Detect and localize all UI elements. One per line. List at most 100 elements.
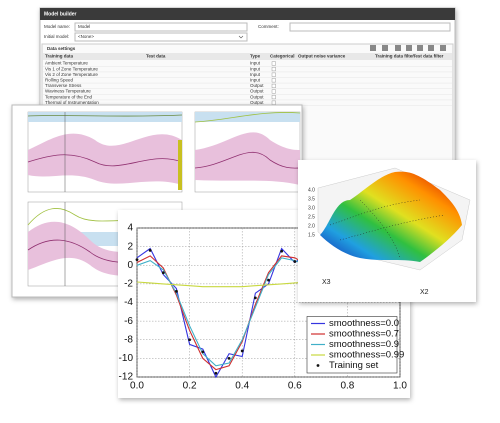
z-tick-label: 3.5	[308, 196, 315, 202]
y-tick-label: -6	[124, 316, 133, 327]
tool-button[interactable]	[440, 45, 446, 51]
curve	[194, 112, 301, 123]
row-type: Input	[250, 66, 261, 71]
training-point	[280, 249, 284, 253]
training-point	[214, 371, 218, 375]
y-tick-label: -10	[119, 353, 134, 364]
initial-model-select[interactable]	[74, 32, 248, 42]
row-type: Output	[250, 89, 264, 94]
checkbox[interactable]	[271, 89, 276, 94]
training-point	[188, 338, 192, 342]
tool-button[interactable]	[417, 45, 423, 51]
table-header	[43, 53, 452, 60]
bar	[178, 140, 182, 190]
tool-button[interactable]	[395, 45, 401, 51]
legend-label: Training set	[329, 360, 379, 371]
row-name: Ambient Temperature	[45, 61, 88, 66]
legend-label: smoothness=0.0	[329, 318, 399, 329]
training-point	[253, 296, 257, 300]
training-point	[240, 349, 244, 353]
model-name-input[interactable]	[74, 22, 248, 32]
x-tick-label: 0.0	[130, 381, 144, 392]
title-bar	[40, 8, 455, 20]
label: Initial model:	[44, 34, 69, 39]
x-tick-label: 0.2	[183, 381, 197, 392]
column-header: Test data	[146, 54, 166, 59]
row-type: Input	[250, 77, 261, 82]
confidence-band	[195, 132, 300, 185]
y-tick-label: -2	[124, 279, 133, 290]
training-point	[135, 258, 139, 262]
row-name: Vis 1 of Zone Temperature	[45, 66, 98, 71]
tool-button[interactable]	[428, 45, 434, 51]
row-name: Transverse Stress	[45, 83, 82, 88]
input-value: Model	[78, 24, 90, 29]
x-tick-label: 1.0	[393, 381, 407, 392]
row-type: Output	[250, 100, 264, 105]
z-tick-label: 4.0	[308, 187, 315, 193]
training-point	[175, 289, 178, 293]
tool-button[interactable]	[370, 45, 376, 51]
x-tick-label: 0.6	[288, 381, 302, 392]
row-type: Input	[250, 61, 261, 66]
training-point	[227, 356, 231, 360]
legend-marker	[316, 364, 320, 367]
window-title: Model builder	[44, 11, 77, 17]
surface	[320, 171, 462, 262]
band	[195, 112, 300, 122]
tool-button[interactable]	[406, 45, 412, 51]
tool-button[interactable]	[382, 45, 388, 51]
training-point	[293, 260, 297, 263]
chart: 4 2 0 -2 -4 -6 -8 -10 -120.0 0.2 0.4 0.6 0.8 1.0 smoot…	[119, 223, 408, 392]
row-name: Vis 2 of Zone Temperature	[45, 72, 98, 77]
comment-input[interactable]	[289, 22, 451, 32]
data-table: Training data Test data Type Categorical Out…	[43, 53, 452, 106]
axis-label: X2	[420, 289, 429, 296]
select-value: <None>	[78, 34, 94, 39]
y-tick-label: 4	[127, 223, 133, 234]
checkbox[interactable]	[271, 61, 276, 66]
y-tick-label: -12	[119, 372, 134, 383]
training-point	[267, 278, 270, 282]
training-point	[148, 248, 152, 252]
toolbar	[370, 45, 446, 51]
row-type: Input	[250, 72, 261, 77]
z-tick-label: 3.0	[308, 205, 315, 211]
surface-points	[329, 199, 446, 259]
row-type: Output	[250, 83, 264, 88]
y-tick-label: -4	[124, 297, 133, 308]
row-name: Thermal of Instrumentation	[45, 100, 99, 105]
surface-labels: 4.0 3.5 3.0 2.5 2.0 1.5 X3 X2	[308, 187, 429, 296]
confidence-band	[28, 133, 182, 185]
checkbox[interactable]	[271, 72, 276, 77]
column-header: Categorical	[270, 54, 295, 59]
label: Model name:	[44, 24, 70, 29]
x-tick-label: 0.8	[340, 381, 354, 392]
checkbox[interactable]	[271, 67, 276, 72]
z-tick-label: 1.5	[308, 232, 315, 238]
checkbox[interactable]	[271, 83, 276, 88]
column-header: Training data filter	[375, 54, 414, 59]
checkbox[interactable]	[271, 100, 276, 105]
column-header: Type	[250, 54, 261, 59]
series-line	[136, 281, 309, 288]
section-title: Data settings	[47, 46, 76, 51]
z-tick-label: 2.0	[308, 223, 315, 229]
z-tick-label: 2.5	[308, 214, 315, 220]
y-tick-label: -8	[124, 334, 133, 345]
x-tick-label: 0.4	[235, 381, 249, 392]
legend-label: smoothness=0.7	[329, 329, 399, 340]
row-name: Waviness Temperature	[45, 89, 91, 94]
surface-plot-card: 4.0 3.5 3.0 2.5 2.0 1.5 X3 X2	[298, 160, 476, 302]
training-point	[161, 271, 165, 275]
column-header: Output noise variance	[298, 54, 346, 59]
band	[28, 112, 182, 122]
curve	[27, 114, 183, 117]
series-line	[136, 255, 309, 371]
y-tick-label: 0	[127, 260, 133, 271]
training-point	[201, 350, 205, 354]
column-header: Test data filter	[413, 54, 444, 59]
checkbox[interactable]	[271, 95, 276, 100]
legend-label: smoothness=0.9	[329, 339, 399, 350]
checkbox[interactable]	[271, 78, 276, 83]
